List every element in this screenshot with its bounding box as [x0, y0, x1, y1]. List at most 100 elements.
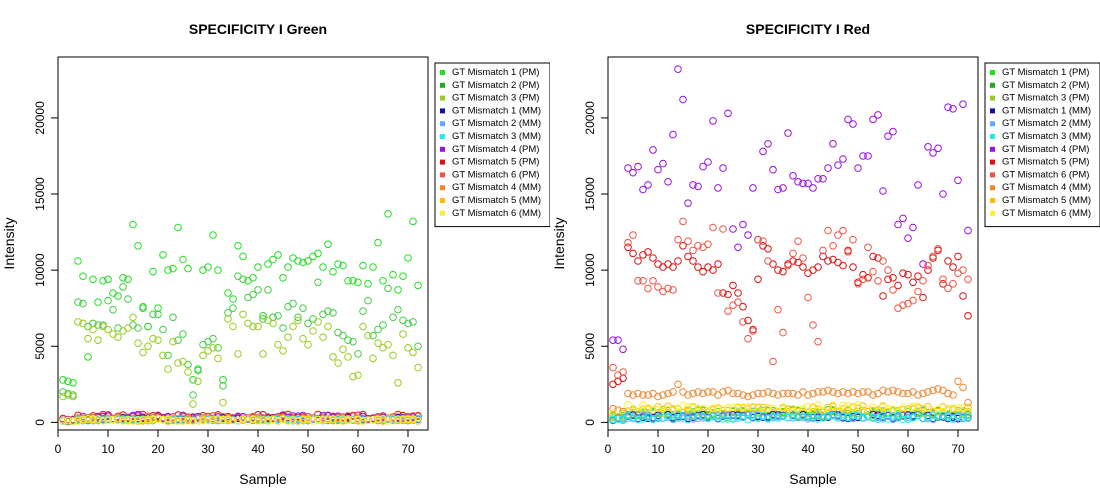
- data-point: [189, 376, 197, 384]
- data-point: [114, 324, 122, 332]
- data-point: [329, 415, 337, 423]
- data-point: [839, 412, 847, 420]
- data-point: [174, 223, 182, 232]
- data-points: [59, 210, 422, 426]
- data-point: [664, 389, 672, 398]
- data-point: [394, 305, 402, 314]
- data-point: [884, 132, 892, 140]
- data-point: [659, 391, 667, 399]
- data-point: [344, 353, 352, 361]
- data-point: [634, 277, 642, 285]
- data-point: [624, 164, 632, 172]
- data-point: [929, 252, 937, 261]
- data-point: [659, 409, 667, 418]
- legend-swatch: [440, 82, 445, 88]
- data-point: [719, 415, 727, 423]
- data-point: [274, 312, 282, 320]
- data-point: [844, 115, 852, 124]
- data-point: [104, 296, 112, 305]
- data-point: [959, 292, 967, 300]
- data-point: [344, 277, 352, 285]
- data-point: [754, 389, 762, 398]
- data-point: [244, 417, 252, 425]
- data-point: [939, 280, 947, 288]
- x-tick-label: 0: [55, 442, 62, 456]
- data-point: [364, 416, 372, 425]
- data-point: [939, 275, 947, 284]
- data-point: [684, 391, 692, 399]
- data-point: [839, 261, 847, 270]
- data-point: [64, 391, 72, 399]
- data-point: [949, 404, 957, 412]
- data-point: [929, 411, 937, 420]
- data-point: [79, 319, 87, 328]
- data-point: [299, 304, 307, 313]
- data-point: [889, 415, 897, 424]
- data-point: [854, 389, 862, 398]
- data-point: [934, 407, 942, 416]
- data-point: [739, 220, 747, 229]
- data-point: [129, 220, 137, 229]
- data-point: [99, 417, 107, 425]
- data-point: [739, 403, 747, 412]
- data-point: [689, 246, 697, 255]
- data-point: [734, 412, 742, 421]
- data-point: [684, 237, 692, 245]
- data-point: [694, 414, 702, 423]
- data-point: [114, 416, 122, 425]
- data-point: [964, 226, 972, 235]
- data-point: [369, 416, 377, 424]
- x-tick-label: 10: [651, 442, 665, 456]
- data-point: [234, 416, 242, 425]
- data-point: [309, 327, 317, 335]
- data-point: [784, 129, 792, 137]
- data-point: [409, 318, 417, 326]
- data-point: [694, 242, 702, 250]
- legend-swatch: [990, 134, 995, 139]
- x-tick-label: 0: [605, 442, 612, 456]
- data-point: [214, 344, 222, 352]
- data-point: [729, 414, 737, 423]
- data-point: [849, 120, 857, 128]
- data-point: [819, 388, 827, 396]
- data-point: [679, 414, 687, 422]
- data-point: [324, 415, 332, 424]
- data-point: [389, 417, 397, 425]
- data-point: [679, 401, 687, 410]
- data-point: [674, 380, 682, 389]
- data-point: [59, 392, 67, 401]
- data-point: [154, 304, 162, 313]
- data-point: [144, 342, 152, 351]
- data-point: [914, 402, 922, 411]
- data-point: [389, 351, 397, 360]
- data-point: [944, 406, 952, 414]
- data-point: [179, 416, 187, 425]
- data-point: [789, 389, 797, 398]
- x-tick-label: 20: [151, 442, 165, 456]
- data-point: [134, 416, 142, 424]
- data-point: [919, 260, 927, 268]
- data-point: [409, 415, 417, 423]
- data-point: [149, 415, 157, 424]
- data-point: [764, 245, 772, 253]
- data-point: [789, 412, 797, 420]
- data-point: [889, 274, 897, 282]
- data-point: [299, 258, 307, 267]
- data-point: [264, 260, 272, 268]
- data-point: [779, 389, 787, 398]
- data-point: [809, 389, 817, 398]
- data-point: [689, 403, 697, 412]
- data-point: [114, 333, 122, 341]
- data-point: [914, 181, 922, 189]
- data-point: [659, 414, 667, 422]
- x-tick-label: 70: [401, 442, 415, 456]
- data-point: [844, 413, 852, 422]
- data-point: [724, 290, 732, 299]
- data-point: [644, 413, 652, 421]
- x-axis-label: Sample: [239, 471, 287, 487]
- data-point: [924, 413, 932, 421]
- data-point: [139, 348, 147, 357]
- data-point: [844, 246, 852, 255]
- data-point: [349, 372, 357, 381]
